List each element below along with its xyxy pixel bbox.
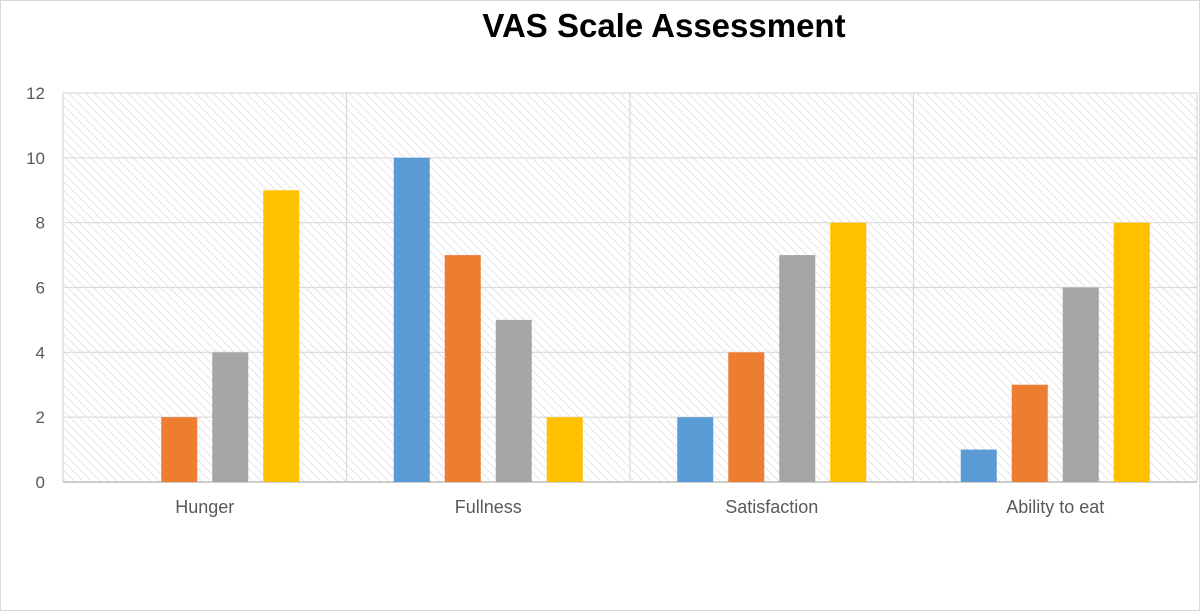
bar-fullness-series-3 — [495, 319, 532, 482]
y-axis-ticks: 0 2 4 6 8 10 12 — [26, 84, 45, 492]
bar-ability-to-eat-series-2 — [1011, 384, 1048, 482]
bars — [161, 157, 1150, 483]
bar-satisfaction-series-4 — [830, 222, 867, 482]
bar-ability-to-eat-series-1 — [960, 449, 997, 482]
bar-hunger-series-3 — [212, 352, 249, 482]
bar-ability-to-eat-series-3 — [1062, 287, 1099, 482]
bar-satisfaction-series-2 — [728, 352, 765, 482]
y-tick-label: 8 — [36, 214, 45, 233]
x-tick-label: Satisfaction — [725, 497, 818, 517]
x-tick-label: Fullness — [455, 497, 522, 517]
grid-lines — [62, 92, 1198, 483]
x-tick-label: Ability to eat — [1006, 497, 1104, 517]
y-tick-label: 0 — [36, 473, 45, 492]
y-tick-label: 12 — [26, 84, 45, 103]
y-tick-label: 2 — [36, 408, 45, 427]
bar-satisfaction-series-1 — [677, 417, 714, 482]
bar-ability-to-eat-series-4 — [1113, 222, 1150, 482]
bar-fullness-series-2 — [444, 255, 481, 482]
bar-fullness-series-4 — [546, 417, 583, 482]
chart-title: VAS Scale Assessment — [482, 7, 846, 44]
bar-hunger-series-2 — [161, 417, 198, 482]
x-tick-label: Hunger — [175, 497, 234, 517]
y-tick-label: 10 — [26, 149, 45, 168]
bar-hunger-series-4 — [263, 190, 300, 482]
x-axis-labels: Hunger Fullness Satisfaction Ability to eat — [175, 497, 1104, 517]
bar-satisfaction-series-3 — [779, 255, 816, 482]
y-tick-label: 6 — [36, 279, 45, 298]
bar-fullness-series-1 — [393, 157, 430, 483]
y-tick-label: 4 — [36, 343, 45, 362]
